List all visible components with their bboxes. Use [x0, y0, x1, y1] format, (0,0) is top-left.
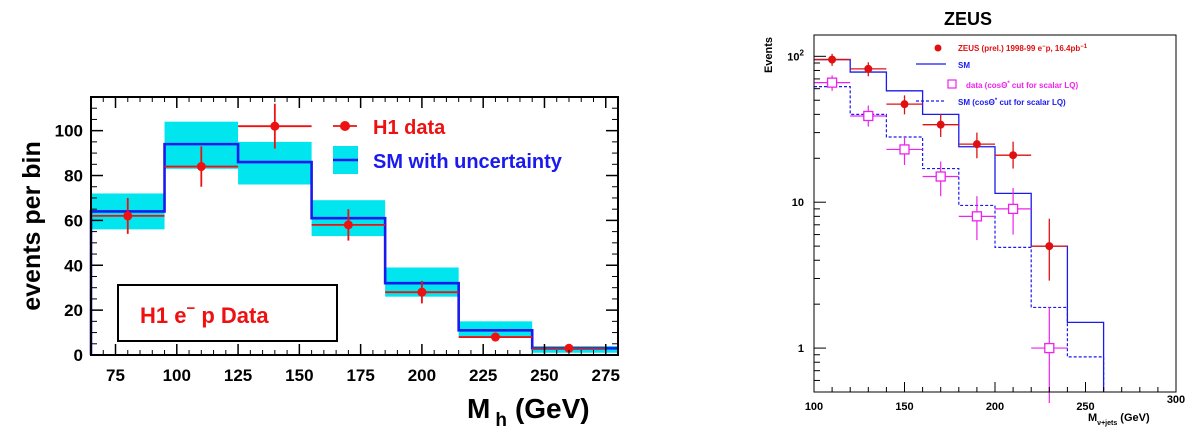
data-point: [900, 100, 909, 109]
x-tick-label: 100: [805, 401, 823, 413]
zeus-chart: 100 150 200 250 300 1 10 102 ZEUS Events Mν+jets (…: [763, 9, 1185, 427]
y-tick-label: 102: [787, 48, 804, 63]
h1-chart: 75 100 125 150 175 200 225 250 275 0 20 40 60 80 100 ev…: [18, 96, 620, 427]
legend-cut-data-label: data (cosΘ* cut for scalar LQ): [966, 81, 1078, 90]
cut-data-point: [1044, 342, 1055, 354]
x-tick-label: 275: [592, 366, 620, 385]
y-tick-label: 0: [74, 346, 83, 365]
y-tick-label: 80: [64, 167, 83, 186]
legend-data-marker: [934, 44, 942, 52]
legend-data-label: H1 data: [373, 117, 446, 139]
data-point: [196, 162, 206, 172]
x-tick-label: 125: [224, 366, 252, 385]
data-point: [270, 121, 280, 131]
data-point: [828, 55, 837, 64]
x-tick-label: 225: [469, 366, 497, 385]
x-tick-label: 75: [106, 366, 125, 385]
data-point: [417, 287, 427, 297]
legend-sm-cut-label: SM (cosΘ* cut for scalar LQ): [958, 98, 1066, 107]
sm-histogram-line: [814, 58, 1105, 392]
sm-cut-histogram-line: [814, 86, 1105, 392]
x-tick-label: 150: [895, 401, 913, 413]
y-axis-label: events per bin: [18, 141, 46, 311]
cut-data-point: [935, 171, 946, 182]
x-tick-label: 200: [408, 366, 436, 385]
y-tick-label: 60: [64, 211, 83, 230]
data-point: [972, 140, 981, 149]
data-point: [1009, 151, 1018, 160]
x-tick-label: 300: [1167, 394, 1185, 406]
data-point: [564, 343, 574, 353]
chart-title: ZEUS: [944, 9, 992, 29]
x-tick-label: 250: [530, 366, 558, 385]
x-tick-label: 200: [986, 401, 1004, 413]
sm-histogram-line: [89, 142, 618, 355]
cut-data-point: [1007, 203, 1019, 215]
y-tick-label: 100: [55, 122, 83, 141]
data-point: [343, 220, 353, 230]
data-point: [1045, 242, 1054, 251]
y-axis-label: Events: [763, 37, 775, 73]
x-tick-label: 150: [285, 366, 313, 385]
y-tick-label: 40: [64, 256, 83, 275]
x-axis-label: Mν+jets (GeV): [1088, 412, 1150, 427]
cut-data-point: [826, 77, 838, 88]
legend-data-label: ZEUS (prel.) 1998-99 e−p, 16.4pb−1: [958, 44, 1088, 53]
cut-data-point: [971, 211, 983, 222]
y-tick-label: 10: [792, 197, 804, 209]
data-point: [864, 64, 873, 73]
legend-sm-label: SM with uncertainty: [373, 151, 563, 173]
data-point: [123, 211, 133, 221]
legend-sm-label: SM: [958, 61, 970, 70]
x-tick-label: 250: [1076, 401, 1094, 413]
data-point: [936, 120, 945, 129]
cut-data-point: [863, 110, 874, 122]
cut-data-point: [899, 144, 910, 155]
x-tick-label: 175: [346, 366, 374, 385]
legend-data-marker: [340, 121, 350, 131]
plot-frame: [90, 96, 619, 356]
x-tick-label: 100: [163, 366, 191, 385]
y-tick-label: 1: [798, 343, 804, 355]
data-label-box: [117, 284, 338, 342]
data-label-text: H1 e− p Data: [140, 300, 269, 328]
y-tick-label: 20: [64, 301, 83, 320]
legend-cut-data-marker: [947, 79, 957, 89]
data-point: [490, 332, 500, 342]
